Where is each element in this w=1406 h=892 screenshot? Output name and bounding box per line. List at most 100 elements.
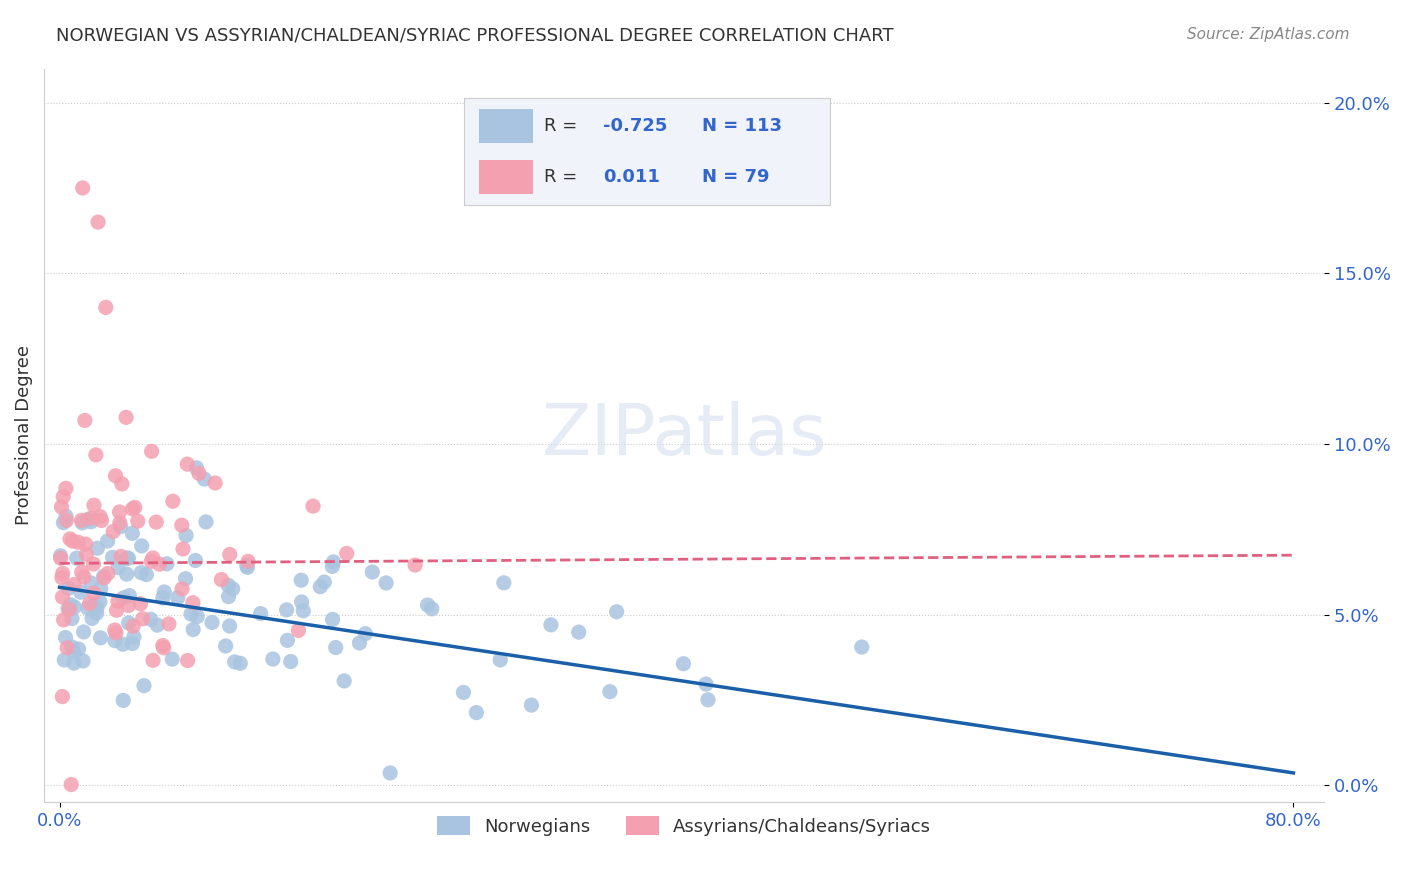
Point <box>132 612 155 626</box>
Point <box>152 591 174 605</box>
Point <box>174 528 197 542</box>
Point <box>110 549 132 564</box>
Point <box>153 585 176 599</box>
Point <box>112 693 135 707</box>
Point <box>55 481 77 495</box>
Point <box>118 589 141 603</box>
Text: N = 113: N = 113 <box>702 117 782 135</box>
Point <box>122 619 145 633</box>
Point <box>58 602 80 616</box>
Point <box>122 630 145 644</box>
Point <box>193 472 215 486</box>
Point <box>186 609 208 624</box>
Point <box>416 598 439 612</box>
Point <box>302 499 325 513</box>
Point <box>67 642 90 657</box>
Point <box>236 558 259 573</box>
Point <box>117 599 139 613</box>
Point <box>93 571 115 585</box>
Point <box>325 640 347 655</box>
Point <box>375 576 398 591</box>
Point <box>170 582 193 596</box>
Point <box>72 516 94 530</box>
Point <box>489 653 512 667</box>
Point <box>52 490 75 504</box>
Point <box>56 601 79 615</box>
Point <box>201 615 224 630</box>
Point <box>111 637 134 651</box>
Point <box>55 509 77 524</box>
Point <box>224 655 246 669</box>
Point <box>103 524 125 539</box>
Point <box>236 560 259 574</box>
Point <box>186 461 208 475</box>
Point <box>291 595 314 609</box>
Point <box>280 655 302 669</box>
Point <box>82 557 104 571</box>
Point <box>75 537 97 551</box>
Point <box>121 526 143 541</box>
Point <box>70 565 93 579</box>
Point <box>851 640 873 654</box>
Legend: Norwegians, Assyrians/Chaldeans/Syriacs: Norwegians, Assyrians/Chaldeans/Syriacs <box>427 807 941 845</box>
Point <box>139 612 162 626</box>
Point <box>184 553 207 567</box>
Point <box>63 656 86 670</box>
Point <box>97 533 120 548</box>
Point <box>72 181 94 195</box>
Point <box>108 516 131 530</box>
Point <box>121 501 143 516</box>
Point <box>204 475 226 490</box>
Point <box>249 607 271 621</box>
Point <box>229 657 252 671</box>
Point <box>170 518 193 533</box>
Point <box>51 590 73 604</box>
Point <box>361 565 384 579</box>
Point <box>174 572 197 586</box>
Point <box>599 684 621 698</box>
Point <box>453 685 475 699</box>
Bar <box>478 161 533 194</box>
Point <box>129 566 152 580</box>
Point <box>110 519 132 533</box>
Point <box>63 577 86 591</box>
Point <box>107 560 129 574</box>
Text: -0.725: -0.725 <box>603 117 668 135</box>
Point <box>115 410 138 425</box>
Point <box>162 494 184 508</box>
Point <box>141 444 163 458</box>
Point <box>695 677 717 691</box>
Point <box>93 569 115 583</box>
Point <box>187 467 209 481</box>
Text: Source: ZipAtlas.com: Source: ZipAtlas.com <box>1187 27 1350 42</box>
Text: ZIPatlas: ZIPatlas <box>541 401 827 470</box>
Point <box>218 590 240 604</box>
Point <box>108 505 131 519</box>
Point <box>60 611 83 625</box>
Point <box>152 640 174 655</box>
Point <box>672 657 695 671</box>
Point <box>79 597 101 611</box>
Point <box>52 516 75 530</box>
Point <box>129 597 152 611</box>
Point <box>83 498 105 512</box>
Point <box>53 653 76 667</box>
Point <box>62 534 84 549</box>
Bar <box>478 109 533 143</box>
Point <box>121 636 143 650</box>
Point <box>221 582 243 596</box>
Point <box>51 690 73 704</box>
Text: R =: R = <box>544 117 583 135</box>
Point <box>89 594 111 608</box>
Point <box>80 611 103 625</box>
Point <box>157 616 180 631</box>
Point <box>59 598 82 612</box>
Point <box>69 585 91 599</box>
Point <box>49 549 72 563</box>
Point <box>89 509 111 524</box>
Point <box>58 582 80 596</box>
Point <box>180 607 202 621</box>
Point <box>73 413 96 427</box>
Point <box>354 626 377 640</box>
Point <box>70 513 93 527</box>
